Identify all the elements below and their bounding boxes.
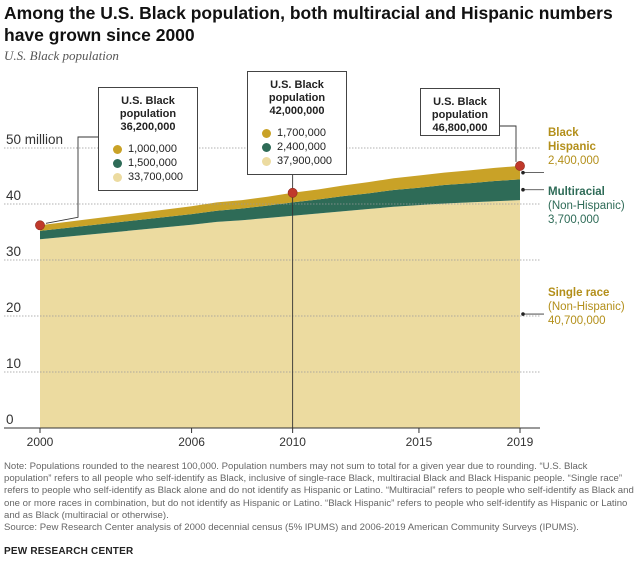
y-tick-label-3: 30 xyxy=(6,244,21,259)
side-label-name: Multiracial xyxy=(548,186,605,198)
callout-head-line: population xyxy=(268,92,326,104)
side-label-2: Single race (Non-Hispanic) 40,700,000 xyxy=(548,286,625,328)
source-text: Source: Pew Research Center analysis of … xyxy=(4,522,579,534)
side-marker-0 xyxy=(521,170,525,175)
x-tick-label-0: 2000 xyxy=(27,435,54,449)
total-dot-2000 xyxy=(35,220,45,231)
callout-value: 37,900,000 xyxy=(277,155,333,167)
area-series-1 xyxy=(40,179,520,240)
callout-head-line: U.S. Black xyxy=(121,95,175,107)
callout-value: 1,000,000 xyxy=(128,143,177,155)
side-label-value: 40,700,000 xyxy=(548,315,606,327)
callout-row: 1,500,000 xyxy=(105,156,191,170)
side-label-0: Black Hispanic 2,400,000 xyxy=(548,126,608,168)
legend-dot-icon xyxy=(113,172,122,182)
side-marker-2 xyxy=(521,312,525,316)
callout-head-line: 36,200,000 xyxy=(120,121,176,133)
chart-notes: Note: Populations rounded to the nearest… xyxy=(4,461,634,534)
side-label-value: 3,700,000 xyxy=(548,214,600,226)
side-label-qualifier: (Non-Hispanic) xyxy=(548,301,625,313)
side-label-qualifier: (Non-Hispanic) xyxy=(548,200,625,212)
callout-row: 1,700,000 xyxy=(254,126,340,140)
x-tick-label-4: 2019 xyxy=(507,435,534,449)
callout-row: 33,700,000 xyxy=(105,170,191,184)
x-tick-label-2: 2010 xyxy=(279,435,306,449)
brand-label: PEW RESEARCH CENTER xyxy=(4,546,134,557)
callout-head-line: U.S. Black xyxy=(270,79,324,91)
side-label-name: Black Hispanic xyxy=(548,127,596,153)
callout-row: 1,000,000 xyxy=(105,142,191,156)
total-dot-2010 xyxy=(287,187,298,198)
side-label-name: Single race xyxy=(548,287,610,299)
callout-box-2010: U.S. Black population 42,000,000 1,700,000 2… xyxy=(247,71,347,175)
callout-head-line: 46,800,000 xyxy=(432,122,488,134)
callout-head-line: 42,000,000 xyxy=(269,105,325,117)
side-marker-1 xyxy=(521,187,525,192)
area-series-0 xyxy=(40,200,520,428)
callout-value: 1,700,000 xyxy=(277,127,326,139)
stacked-area-chart: 0 10 20 30 40 50 million 2000 2006 2010 2015 2019 xyxy=(4,125,544,449)
callout-head-line: population xyxy=(119,108,177,120)
callout-box-2019: U.S. Black population 46,800,000 xyxy=(420,88,500,136)
note-text: Note: Populations rounded to the nearest… xyxy=(4,461,634,521)
side-label-1: Multiracial (Non-Hispanic) 3,700,000 xyxy=(548,185,625,227)
chart-subtitle: U.S. Black population xyxy=(4,48,119,63)
callout-value: 33,700,000 xyxy=(128,171,184,183)
callout-head-line: population xyxy=(431,109,489,121)
x-tick-label-3: 2015 xyxy=(406,435,433,449)
callout-leader-2 xyxy=(500,125,517,162)
chart-title: Among the U.S. Black population, both mu… xyxy=(4,3,613,45)
legend-dot-icon xyxy=(262,128,271,138)
x-tick-label-1: 2006 xyxy=(178,435,205,449)
legend-dot-icon xyxy=(113,158,122,168)
legend-dot-icon xyxy=(113,144,122,154)
side-label-value: 2,400,000 xyxy=(548,155,600,167)
y-tick-label-1: 10 xyxy=(6,356,21,371)
y-tick-label-5: 50 million xyxy=(6,132,63,147)
callout-box-2000: U.S. Black population 36,200,000 1,000,000 1… xyxy=(98,87,198,191)
y-tick-label-4: 40 xyxy=(6,188,21,203)
callout-value: 1,500,000 xyxy=(128,157,177,169)
total-dot-2019 xyxy=(515,161,525,171)
callout-row: 37,900,000 xyxy=(254,154,340,168)
callout-row: 2,400,000 xyxy=(254,140,340,154)
y-tick-label-0: 0 xyxy=(6,412,14,427)
y-tick-label-2: 20 xyxy=(6,300,21,315)
legend-dot-icon xyxy=(262,156,271,166)
legend-dot-icon xyxy=(262,142,271,152)
area-series-2 xyxy=(40,165,520,231)
callout-head-line: U.S. Black xyxy=(433,96,487,108)
callout-leader-0 xyxy=(45,136,98,224)
callout-value: 2,400,000 xyxy=(277,141,326,153)
